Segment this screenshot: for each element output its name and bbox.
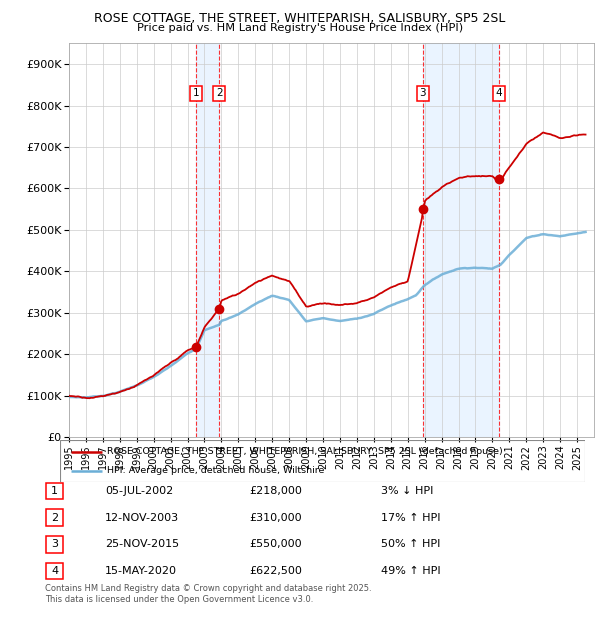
Text: Contains HM Land Registry data © Crown copyright and database right 2025.: Contains HM Land Registry data © Crown c… xyxy=(45,584,371,593)
Text: 25-NOV-2015: 25-NOV-2015 xyxy=(105,539,179,549)
Text: £218,000: £218,000 xyxy=(249,486,302,496)
Text: 3: 3 xyxy=(419,88,426,98)
Text: 3: 3 xyxy=(51,539,58,549)
Text: £622,500: £622,500 xyxy=(249,566,302,576)
Text: 49% ↑ HPI: 49% ↑ HPI xyxy=(381,566,440,576)
Text: 4: 4 xyxy=(496,88,502,98)
Text: 12-NOV-2003: 12-NOV-2003 xyxy=(105,513,179,523)
Text: £310,000: £310,000 xyxy=(249,513,302,523)
Text: 2: 2 xyxy=(216,88,223,98)
Text: ROSE COTTAGE, THE STREET, WHITEPARISH, SALISBURY, SP5 2SL (detached house): ROSE COTTAGE, THE STREET, WHITEPARISH, S… xyxy=(107,447,503,456)
Text: ROSE COTTAGE, THE STREET, WHITEPARISH, SALISBURY, SP5 2SL: ROSE COTTAGE, THE STREET, WHITEPARISH, S… xyxy=(94,12,506,25)
Text: 4: 4 xyxy=(51,566,58,576)
Text: 15-MAY-2020: 15-MAY-2020 xyxy=(105,566,177,576)
Text: 05-JUL-2002: 05-JUL-2002 xyxy=(105,486,173,496)
Text: HPI: Average price, detached house, Wiltshire: HPI: Average price, detached house, Wilt… xyxy=(107,466,325,476)
Text: £550,000: £550,000 xyxy=(249,539,302,549)
Text: Price paid vs. HM Land Registry's House Price Index (HPI): Price paid vs. HM Land Registry's House … xyxy=(137,23,463,33)
Text: 2: 2 xyxy=(51,513,58,523)
Text: 3% ↓ HPI: 3% ↓ HPI xyxy=(381,486,433,496)
Text: 50% ↑ HPI: 50% ↑ HPI xyxy=(381,539,440,549)
Bar xyxy=(196,43,219,437)
Bar xyxy=(423,43,499,437)
Text: 17% ↑ HPI: 17% ↑ HPI xyxy=(381,513,440,523)
Text: 1: 1 xyxy=(193,88,199,98)
Text: This data is licensed under the Open Government Licence v3.0.: This data is licensed under the Open Gov… xyxy=(45,595,313,604)
Text: 1: 1 xyxy=(51,486,58,496)
